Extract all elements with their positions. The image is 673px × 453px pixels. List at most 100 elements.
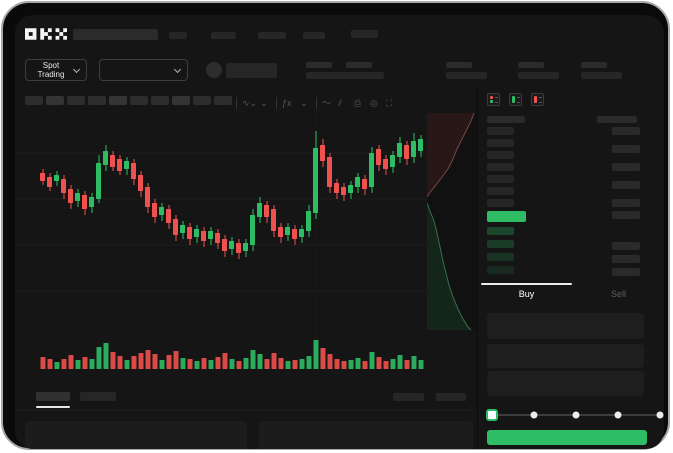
stat-label-skeleton xyxy=(306,62,332,68)
book-total-skeleton xyxy=(612,199,640,207)
indicators-icon[interactable]: ƒx xyxy=(282,98,292,108)
price-skeleton xyxy=(226,63,277,78)
timeframe-slot-skeleton[interactable] xyxy=(88,96,106,105)
slider-dot[interactable] xyxy=(656,411,664,419)
slider-dot[interactable] xyxy=(530,411,538,419)
history-table-skeleton xyxy=(259,421,473,449)
order-book-panel: Buy Sell xyxy=(481,85,664,449)
bottom-action-skeleton[interactable] xyxy=(436,393,466,401)
total-input[interactable] xyxy=(487,371,644,396)
nav-item-skeleton[interactable] xyxy=(303,32,325,39)
bottom-action-skeleton[interactable] xyxy=(393,393,424,401)
compare-icon[interactable]: ⌄ xyxy=(260,98,268,108)
book-total-skeleton xyxy=(612,127,640,135)
book-total-skeleton xyxy=(612,181,640,189)
book-asks-only-icon[interactable] xyxy=(531,93,544,106)
nav-item-skeleton[interactable] xyxy=(169,32,187,39)
panel-divider xyxy=(477,85,478,449)
chart-type-icon[interactable]: ∿⌄ xyxy=(242,98,258,108)
market-type-select[interactable]: Spot Trading xyxy=(25,59,87,81)
toolbar-separator xyxy=(276,97,277,109)
book-combined-icon[interactable] xyxy=(487,93,500,106)
search-bar-skeleton[interactable] xyxy=(73,29,158,40)
okx-logo xyxy=(25,28,67,40)
timeframe-slot-skeleton[interactable] xyxy=(172,96,190,105)
buy-submit-button[interactable] xyxy=(487,430,647,445)
timeframe-slot-skeleton[interactable] xyxy=(25,96,43,105)
timeframe-slot-skeleton[interactable] xyxy=(151,96,169,105)
book-total-skeleton xyxy=(612,242,640,250)
settings-icon[interactable]: ◎ xyxy=(370,98,378,108)
stat-value-skeleton xyxy=(518,72,559,79)
nav-item-skeleton[interactable] xyxy=(211,32,236,39)
chevron-down-icon xyxy=(72,65,81,73)
tab-buy[interactable]: Buy xyxy=(518,289,535,299)
ask-row-skeleton[interactable] xyxy=(487,187,514,195)
bottom-tab-active-skeleton[interactable] xyxy=(36,392,70,401)
ask-row-skeleton[interactable] xyxy=(487,163,514,171)
bid-row-skeleton[interactable] xyxy=(487,266,514,274)
candlestick-chart[interactable] xyxy=(15,111,429,379)
stat-value-skeleton xyxy=(581,72,622,79)
coin-icon xyxy=(206,62,222,78)
ask-row-skeleton[interactable] xyxy=(487,199,514,207)
templates-icon[interactable]: ⌄ xyxy=(300,98,308,108)
tab-sell[interactable]: Sell xyxy=(610,289,626,299)
nav-item-skeleton[interactable] xyxy=(351,30,378,38)
orders-table-skeleton xyxy=(25,421,247,449)
book-bids-only-icon[interactable] xyxy=(509,93,522,106)
timeframe-slot-skeleton[interactable] xyxy=(214,96,232,105)
stat-label-skeleton xyxy=(446,62,472,68)
ask-row-skeleton[interactable] xyxy=(487,175,514,183)
stat-value-skeleton xyxy=(306,72,347,79)
timeframe-slot-skeleton[interactable] xyxy=(46,96,64,105)
book-total-skeleton xyxy=(612,211,640,219)
screenshot-icon[interactable]: ⎙ xyxy=(354,98,362,108)
book-total-skeleton xyxy=(612,145,640,153)
toolbar-separator xyxy=(316,97,317,109)
timeframe-slot-skeleton[interactable] xyxy=(109,96,127,105)
amount-input[interactable] xyxy=(487,344,644,368)
bid-row-skeleton[interactable] xyxy=(487,240,514,248)
fullscreen-icon[interactable]: ⛶ xyxy=(386,98,393,108)
book-total-skeleton xyxy=(612,163,640,171)
stat-label-skeleton xyxy=(346,62,372,68)
price-input[interactable] xyxy=(487,313,644,339)
last-price-bar[interactable] xyxy=(487,211,526,222)
stat-value-skeleton xyxy=(446,72,487,79)
active-tab-underline xyxy=(36,406,70,408)
book-total-skeleton xyxy=(612,255,640,263)
toolbar-separator xyxy=(236,97,237,109)
stat-value-skeleton xyxy=(346,72,384,79)
trading-app: Spot Trading ∿⌄ ⌄ ƒx ⌄ 〜 ⫽ ⎙ ◎ ⛶ xyxy=(15,15,664,449)
asks-depth-line xyxy=(427,113,475,198)
bottom-tab-skeleton[interactable] xyxy=(80,392,116,401)
bids-depth-line xyxy=(427,202,472,330)
stat-label-skeleton xyxy=(581,62,607,68)
book-total-skeleton xyxy=(612,268,640,276)
book-header-skeleton xyxy=(597,116,637,123)
slider-dot[interactable] xyxy=(614,411,622,419)
pair-select[interactable] xyxy=(99,59,188,81)
bid-row-skeleton[interactable] xyxy=(487,227,514,235)
timeframe-slot-skeleton[interactable] xyxy=(130,96,148,105)
chevron-down-icon xyxy=(173,65,182,73)
nav-item-skeleton[interactable] xyxy=(258,32,286,39)
ask-row-skeleton[interactable] xyxy=(487,151,514,159)
ask-row-skeleton[interactable] xyxy=(487,139,514,147)
draw-tool-icon[interactable]: ⫽ xyxy=(338,98,343,108)
timeframe-slot-skeleton[interactable] xyxy=(67,96,85,105)
bid-row-skeleton[interactable] xyxy=(487,253,514,261)
amount-percent-slider[interactable] xyxy=(481,403,664,427)
depth-chart xyxy=(427,113,477,330)
line-tool-icon[interactable]: 〜 xyxy=(322,98,332,108)
stat-label-skeleton xyxy=(518,62,544,68)
book-header-skeleton xyxy=(487,116,525,123)
timeframe-slot-skeleton[interactable] xyxy=(193,96,211,105)
slider-handle[interactable] xyxy=(486,409,498,421)
ask-row-skeleton[interactable] xyxy=(487,127,514,135)
bottom-divider xyxy=(15,410,473,411)
slider-dot[interactable] xyxy=(572,411,580,419)
